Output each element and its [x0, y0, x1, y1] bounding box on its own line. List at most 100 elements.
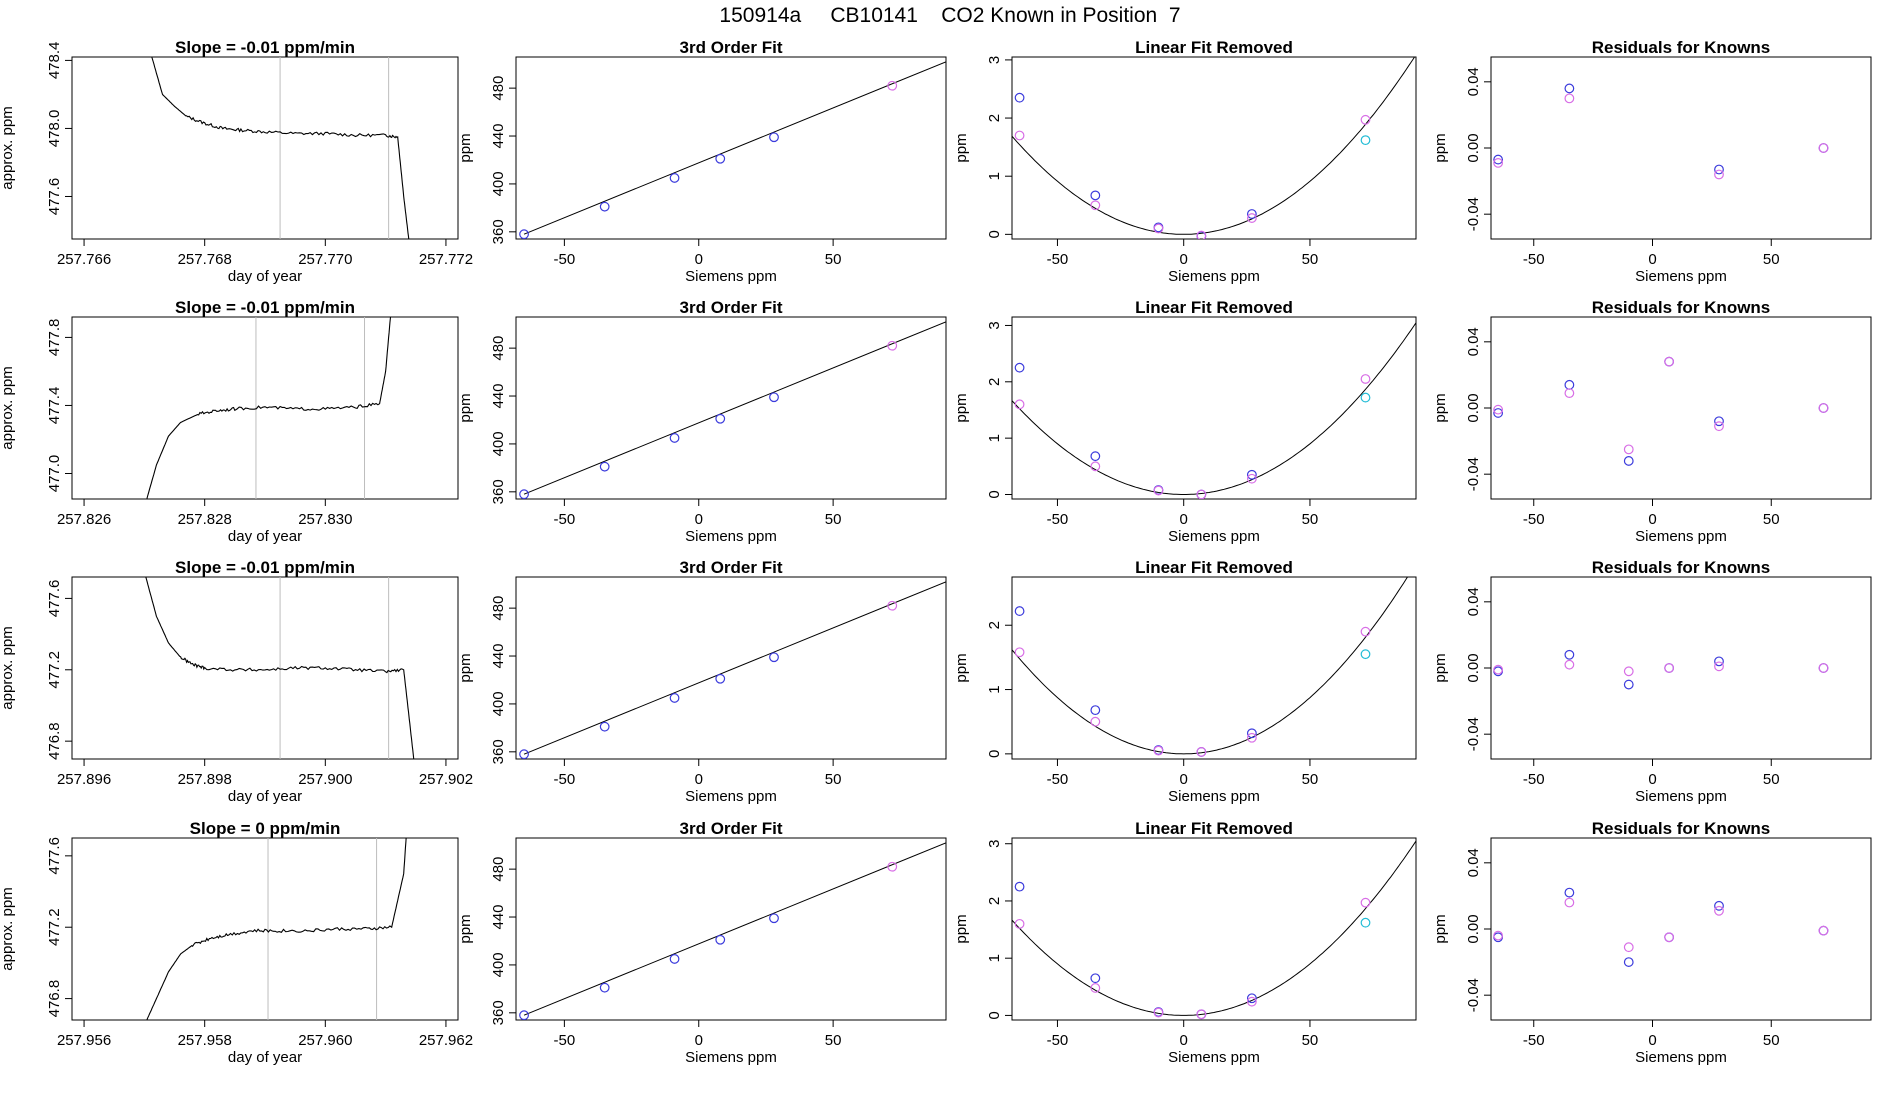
data-point-magenta	[1014, 399, 1025, 410]
data-point-magenta	[1246, 473, 1257, 484]
data-point-magenta	[1493, 404, 1504, 415]
data-point-magenta	[1090, 461, 1101, 472]
data-point-cyan	[1360, 917, 1371, 928]
data-point-magenta	[1623, 444, 1634, 455]
data-point-blue	[1564, 83, 1575, 94]
data-point-magenta	[1360, 897, 1371, 908]
data-point-magenta	[1246, 213, 1257, 223]
y-tick-label: 0	[986, 750, 1003, 758]
data-point-magenta	[1153, 1007, 1164, 1018]
concentration-trace	[145, 577, 415, 759]
data-point-blue	[669, 954, 680, 964]
y-axis-label: ppm	[1432, 133, 1449, 162]
data-point-magenta	[1196, 1009, 1207, 1020]
panel-r3c4: Residuals for Knowns -50 0 50 -0.04 0.00 0.04 S…	[1432, 558, 1872, 805]
panel-r4c2: 3rd Order Fit -50 0 50 360 400 440 480 Siemens p…	[457, 819, 947, 1066]
x-tick-label: 50	[1763, 251, 1780, 268]
x-tick-label: 257.962	[419, 1032, 473, 1049]
y-axis-label: ppm	[953, 393, 970, 422]
data-point-blue	[599, 461, 610, 472]
x-tick-label: 257.902	[419, 771, 473, 788]
data-point-magenta	[1493, 157, 1504, 168]
data-point-blue	[519, 1010, 529, 1020]
plot-frame	[515, 56, 947, 240]
y-tick-label: 0	[986, 230, 1003, 238]
y-tick-label: 400	[490, 952, 507, 977]
y-tick-label: 477.2	[46, 651, 63, 689]
x-axis-label: Siemens ppm	[685, 528, 777, 545]
panel-r1c3: Linear Fit Removed -50 0 50 0 1 2 3 Siemens ppm p…	[953, 38, 1417, 285]
data-point-magenta	[1360, 114, 1371, 125]
data-point-magenta	[1090, 983, 1101, 993]
x-axis-label: day of year	[228, 1049, 302, 1066]
y-tick-label: 2	[986, 114, 1003, 122]
data-point-magenta	[1246, 996, 1257, 1007]
data-point-blue	[769, 132, 779, 143]
y-tick-label: 440	[490, 384, 507, 409]
data-point-cyan	[1360, 392, 1371, 403]
data-point-magenta	[1714, 421, 1724, 432]
y-axis-label: approx. ppm	[0, 366, 16, 449]
y-axis-label: approx. ppm	[0, 106, 16, 189]
x-tick-label: 50	[1763, 1032, 1780, 1049]
plot-frame	[1011, 837, 1417, 1021]
plot-frame	[71, 56, 459, 240]
data-point-blue	[715, 673, 726, 684]
plot-data	[1493, 83, 1829, 180]
data-point-blue	[769, 392, 779, 403]
data-point-magenta	[1153, 223, 1164, 234]
plot-frame	[1011, 316, 1417, 500]
y-tick-label: 476.8	[46, 980, 63, 1018]
y-axis-label: ppm	[457, 393, 474, 422]
data-point-magenta	[1714, 169, 1724, 180]
data-point-magenta	[1818, 143, 1829, 153]
panel-title: 3rd Order Fit	[680, 819, 783, 838]
plot-frame	[71, 837, 459, 1021]
data-point-magenta	[1196, 747, 1207, 757]
x-tick-label: 50	[1763, 771, 1780, 788]
data-point-magenta	[1014, 647, 1025, 658]
panel-title: Linear Fit Removed	[1135, 819, 1293, 838]
x-axis-label: Siemens ppm	[685, 1049, 777, 1066]
data-point-magenta	[887, 600, 898, 611]
data-point-blue	[1714, 656, 1724, 667]
x-tick-label: 0	[1648, 251, 1656, 268]
y-tick-label: 3	[986, 321, 1003, 329]
y-tick-label: 400	[490, 171, 507, 196]
y-tick-label: -0.04	[1465, 717, 1482, 751]
y-tick-label: 0.04	[1465, 848, 1482, 877]
y-tick-label: -0.04	[1465, 978, 1482, 1012]
y-axis-label: ppm	[953, 914, 970, 943]
data-point-blue	[1714, 164, 1724, 175]
y-axis-label: ppm	[1432, 393, 1449, 422]
figure-title: 150914a CB10141 CO2 Known in Position 7	[719, 4, 1181, 27]
y-tick-label: 477.2	[46, 908, 63, 946]
data-point-magenta	[1623, 666, 1634, 677]
x-tick-label: 257.956	[57, 1032, 111, 1049]
data-point-blue	[1623, 456, 1634, 466]
x-axis-label: Siemens ppm	[1635, 528, 1727, 545]
plot-data	[1012, 577, 1409, 757]
panel-title: Linear Fit Removed	[1135, 38, 1293, 57]
quadratic-fit-curve	[1012, 840, 1416, 1016]
y-tick-label: 360	[490, 219, 507, 244]
panel-title: Linear Fit Removed	[1135, 298, 1293, 317]
y-tick-label: 0	[986, 1011, 1003, 1019]
data-point-blue	[1493, 154, 1504, 165]
data-point-blue	[1090, 190, 1101, 201]
y-tick-label: 400	[490, 691, 507, 716]
x-tick-label: 257.830	[298, 511, 352, 528]
x-tick-label: 257.770	[298, 251, 352, 268]
y-tick-label: 0.00	[1465, 133, 1482, 162]
y-tick-label: 0.00	[1465, 393, 1482, 422]
data-point-blue	[715, 153, 726, 164]
plot-frame	[71, 576, 459, 760]
panel-r2c1: Slope = -0.01 ppm/min 257.826 257.828 257.8…	[0, 298, 459, 545]
quadratic-fit-curve	[1012, 577, 1409, 755]
data-point-blue	[519, 229, 529, 239]
data-point-magenta	[1153, 745, 1164, 756]
panel-r2c2: 3rd Order Fit -50 0 50 360 400 440 480 Siemens p…	[457, 298, 947, 545]
x-tick-label: 257.960	[298, 1032, 352, 1049]
y-axis-label: ppm	[457, 914, 474, 943]
